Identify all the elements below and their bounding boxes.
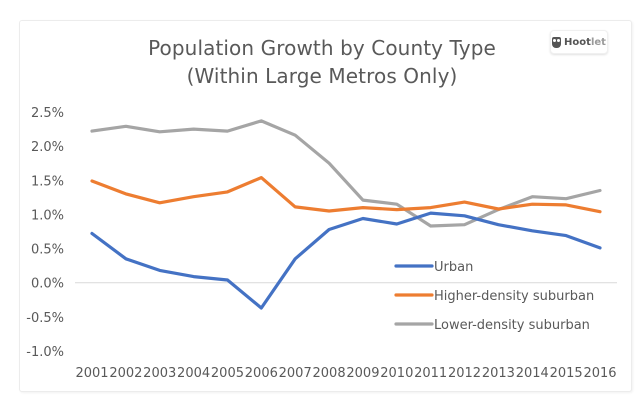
- y-tick-label: 0.5%: [31, 243, 64, 258]
- series-line-urban: [90, 211, 602, 310]
- x-tick-label: 2011: [414, 366, 447, 381]
- hootlet-badge[interactable]: Hootlet: [550, 30, 608, 54]
- y-tick-label: 1.0%: [31, 208, 64, 223]
- hootlet-brand: Hootlet: [564, 37, 606, 48]
- chart-title: Population Growth by County Type (Within…: [0, 34, 644, 90]
- x-tick-label: 2012: [448, 366, 481, 381]
- y-tick-label: -0.5%: [26, 311, 64, 326]
- legend-label: Lower-density suburban: [434, 318, 590, 333]
- series-lines: [90, 119, 602, 310]
- legend-item: Urban: [394, 260, 473, 275]
- y-tick-label: 0.0%: [31, 277, 64, 292]
- y-tick-label: 1.5%: [31, 174, 64, 189]
- x-axis-ticks: 2001 2002 2003 2004 2005 2006 2007 2008 2009 2010…: [75, 366, 616, 381]
- x-tick-label: 2015: [550, 366, 583, 381]
- x-tick-label: 2013: [482, 366, 515, 381]
- legend-label: Higher-density suburban: [434, 289, 594, 304]
- x-tick-label: 2006: [245, 366, 278, 381]
- owl-icon: [552, 36, 562, 48]
- x-tick-label: 2014: [516, 366, 549, 381]
- y-tick-label: 2.5%: [31, 106, 64, 121]
- hootlet-brand-suffix: let: [590, 36, 606, 48]
- x-tick-label: 2005: [211, 366, 244, 381]
- x-tick-label: 2008: [313, 366, 346, 381]
- chart-subtitle: (Within Large Metros Only): [186, 64, 458, 88]
- series-line-lower-density-suburban: [90, 119, 602, 228]
- x-tick-label: 2004: [177, 366, 210, 381]
- hootlet-brand-main: Hoot: [564, 36, 591, 48]
- x-tick-label: 2016: [583, 366, 616, 381]
- series-line-higher-density-suburban: [90, 176, 602, 214]
- chart-title-line1: Population Growth by County Type: [148, 36, 496, 60]
- y-axis-ticks: 2.5% 2.0% 1.5% 1.0% 0.5% 0.0% -0.5% -1.0%: [26, 106, 64, 360]
- x-tick-label: 2010: [380, 366, 413, 381]
- legend-label: Urban: [434, 260, 473, 275]
- legend-item: Higher-density suburban: [394, 289, 594, 304]
- x-tick-label: 2003: [143, 366, 176, 381]
- legend: Urban Higher-density suburban Lower-densit…: [394, 260, 594, 333]
- x-tick-label: 2001: [75, 366, 108, 381]
- x-tick-label: 2007: [279, 366, 312, 381]
- y-tick-label: 2.0%: [31, 140, 64, 155]
- legend-item: Lower-density suburban: [394, 318, 590, 333]
- y-tick-label: -1.0%: [26, 345, 64, 360]
- x-tick-label: 2002: [109, 366, 142, 381]
- x-tick-label: 2009: [346, 366, 379, 381]
